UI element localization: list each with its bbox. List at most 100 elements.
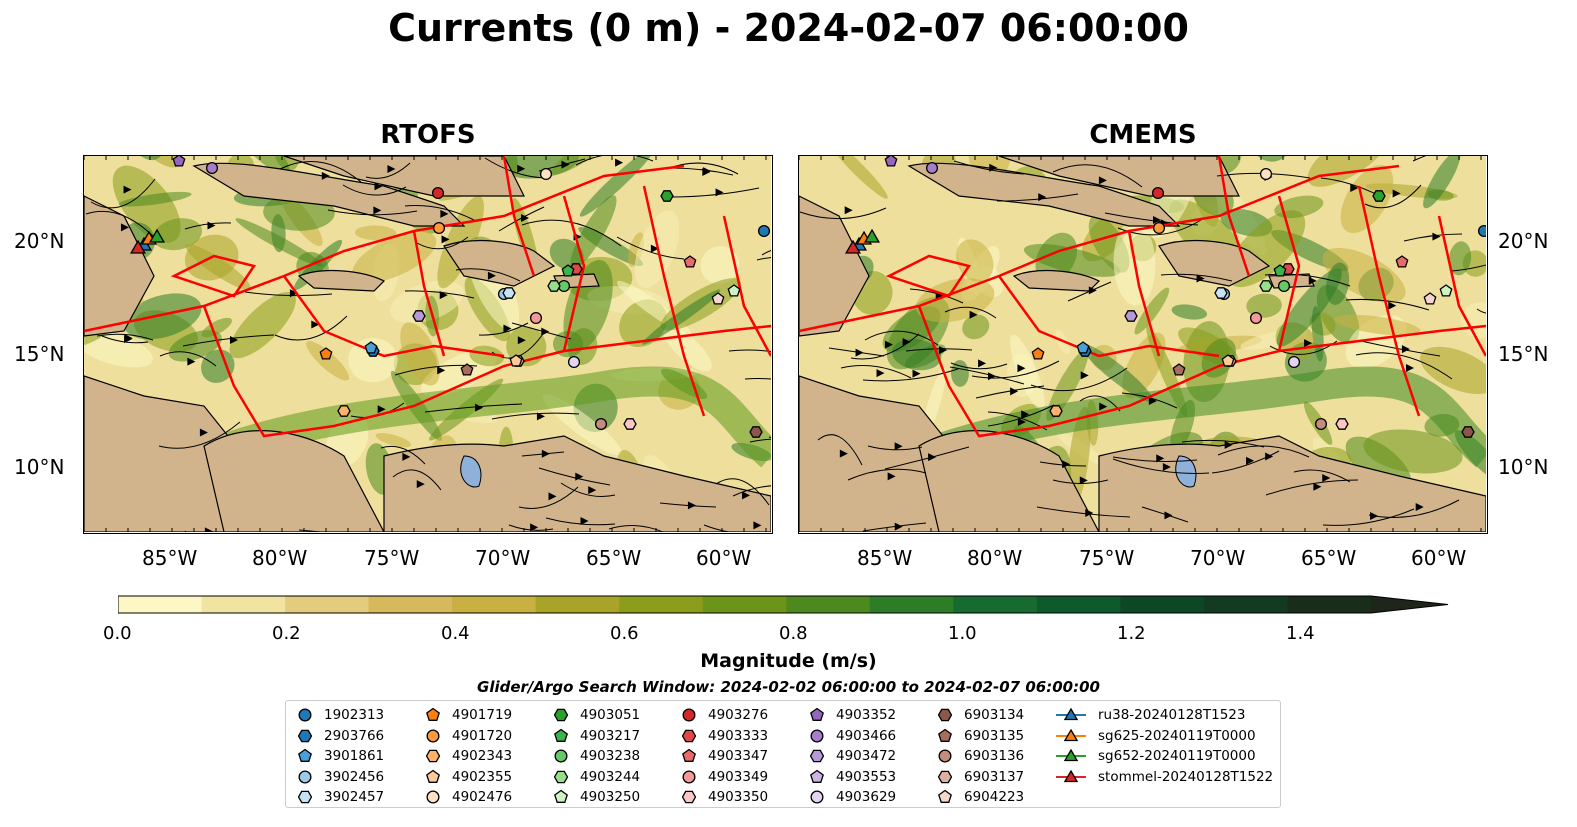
float-marker [1439, 284, 1453, 297]
streamline-arrow [978, 359, 987, 368]
streamline-arrow [1401, 345, 1410, 354]
streamline-arrow [373, 206, 382, 215]
legend-entry: ru38-20240128T1523 [1056, 705, 1245, 725]
circle-icon [938, 749, 952, 763]
lon-tick-right: 75°W [1079, 546, 1135, 570]
legend-entry: 4903629 [810, 787, 896, 807]
streamline [1052, 164, 1143, 188]
streamline-arrow [989, 163, 998, 172]
colorbar-bin [702, 596, 787, 613]
streamline [1364, 184, 1422, 209]
legend-label: 4903352 [836, 707, 897, 723]
float-legend-icon [554, 728, 568, 742]
legend-entry: 4901720 [426, 726, 512, 746]
triangle-icon [1063, 707, 1079, 721]
colorbar-bin [1036, 596, 1121, 613]
hexagon-icon [938, 708, 952, 722]
colorbar-bin [953, 596, 1038, 613]
streamline [416, 236, 469, 250]
eez-boundary [282, 275, 505, 358]
streamline-arrow [912, 369, 921, 378]
legend-label: 4903553 [836, 768, 897, 785]
colorbar-outline [117, 595, 1449, 614]
pentagon-icon [938, 728, 952, 742]
legend-entry: 4902355 [426, 767, 512, 787]
streamline-arrow [1038, 193, 1047, 202]
streamline-arrow [475, 403, 484, 412]
streamline-arrow [124, 334, 133, 343]
legend-entry: 3902456 [298, 767, 384, 787]
magnitude-patch [354, 225, 397, 241]
float-legend-icon [810, 769, 824, 783]
legend-entry: stommel-20240128T1522 [1056, 767, 1273, 787]
lat-tick-right: 20°N [1498, 229, 1549, 253]
eez-boundary [202, 305, 771, 438]
lon-tick-left: 60°W [696, 546, 752, 570]
legend-label: 3901861 [324, 748, 385, 764]
circle-icon [682, 708, 696, 722]
magnitude-patch [1171, 304, 1208, 320]
streamline-arrow [887, 472, 896, 481]
float-marker [1221, 354, 1235, 367]
colorbar-bin [1287, 596, 1372, 613]
streamline-arrow [503, 324, 512, 333]
streamline-arrow [1099, 402, 1108, 411]
eez-boundary [885, 254, 972, 298]
magnitude-patch [1067, 406, 1091, 506]
legend-entry: 4902343 [426, 746, 512, 766]
float-marker [1273, 264, 1287, 277]
streamline-arrow [575, 472, 584, 481]
magnitude-patch [1363, 429, 1463, 474]
pentagon-icon [938, 789, 952, 803]
land-mass [203, 430, 385, 532]
magnitude-patch [1334, 314, 1421, 336]
streamline [953, 160, 1025, 175]
float-marker [1477, 224, 1486, 238]
figure-title: Currents (0 m) - 2024-02-07 06:00:00 [388, 6, 1189, 50]
streamline-arrow [1392, 189, 1401, 198]
colorbar-bin [201, 596, 286, 613]
streamline [1476, 308, 1486, 314]
land-mass [283, 156, 525, 197]
hexagon-icon [298, 790, 312, 804]
legend-entry: 4903472 [810, 746, 896, 766]
streamline-arrow [884, 340, 893, 349]
streamline-arrow [844, 206, 853, 215]
colorbar-bin [1120, 596, 1205, 613]
streamline [840, 365, 912, 379]
cmems-map [798, 155, 1488, 534]
current-band [198, 366, 771, 471]
magnitude-patch [375, 433, 412, 448]
streamline [1345, 298, 1430, 311]
legend-entry: 4903250 [554, 787, 640, 807]
magnitude-patch [1340, 164, 1394, 234]
float-marker [432, 221, 446, 235]
magnitude-patch [915, 278, 995, 323]
streamline-arrow [187, 357, 196, 366]
streamline-arrow [437, 366, 446, 375]
streamline-arrow [703, 167, 712, 176]
float-legend-icon [810, 707, 824, 721]
streamline-arrow [1148, 397, 1157, 406]
float-marker [567, 355, 581, 369]
float-marker [1124, 310, 1138, 322]
eez-boundary [722, 215, 771, 357]
streamline [756, 257, 771, 261]
streamline-arrow [715, 188, 724, 197]
float-marker [1249, 311, 1263, 325]
lon-tick-left: 70°W [475, 546, 531, 570]
streamline [1322, 508, 1415, 526]
streamline-arrow [1010, 387, 1019, 396]
glider-legend-icon [1056, 769, 1086, 782]
streamline-arrow [207, 221, 216, 230]
eez-boundary [799, 164, 1400, 333]
float-legend-icon [554, 749, 568, 763]
float-marker [460, 363, 474, 376]
float-marker [1259, 280, 1273, 292]
streamline-arrow [517, 336, 526, 345]
float-marker [1172, 363, 1186, 376]
float-marker [1049, 405, 1063, 417]
float-marker [660, 190, 674, 202]
lon-tick-right: 85°W [857, 546, 913, 570]
colorbar-tick: 0.0 [103, 623, 132, 644]
